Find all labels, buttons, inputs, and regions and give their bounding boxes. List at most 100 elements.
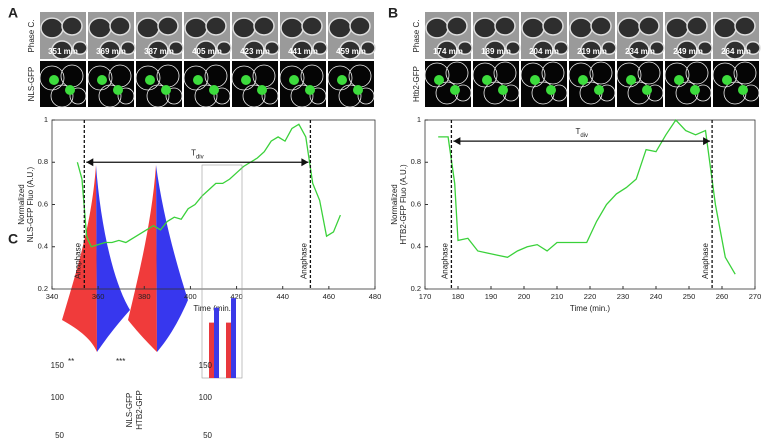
cell <box>339 40 361 60</box>
nucleus <box>434 75 444 85</box>
nucleus <box>594 85 604 95</box>
anaphase-label: Anaphase <box>441 242 450 279</box>
cell-outline <box>541 61 565 85</box>
nucleus <box>482 75 492 85</box>
nucleus <box>65 85 75 95</box>
nucleus <box>530 75 540 85</box>
y-tick-label: 0.8 <box>38 157 48 166</box>
cell <box>713 17 737 39</box>
cell-outline <box>135 65 161 91</box>
cell <box>425 17 449 39</box>
cell <box>521 17 545 39</box>
time-label: 219 min <box>577 47 607 56</box>
cell <box>734 16 756 36</box>
violin-red <box>128 165 157 352</box>
anaphase-label: Anaphase <box>73 242 82 279</box>
cell <box>580 40 602 60</box>
violin-blue <box>156 165 188 352</box>
nucleus <box>722 75 732 85</box>
gfp-image <box>425 61 471 107</box>
y-tick-label: 1 <box>417 115 421 124</box>
x-tick-label: 420 <box>230 292 243 301</box>
gfp-image <box>88 61 134 107</box>
cell <box>532 40 554 60</box>
x-tick-label: 480 <box>369 292 382 301</box>
cell <box>601 40 617 56</box>
bar <box>214 307 219 378</box>
nucleus <box>113 85 123 95</box>
nucleus <box>498 85 508 95</box>
time-label: 189 min <box>481 47 511 56</box>
x-tick-label: 440 <box>276 292 289 301</box>
cell <box>665 17 689 39</box>
cell-outline <box>194 84 218 108</box>
cell <box>349 16 371 36</box>
cell <box>553 40 569 56</box>
gfp-image <box>184 61 230 107</box>
cell <box>676 40 698 60</box>
cell <box>617 17 641 39</box>
cell-outline <box>445 61 469 85</box>
time-label: 249 min <box>673 47 703 56</box>
time-label: 264 min <box>721 47 751 56</box>
y-tick-label: 0.2 <box>38 284 48 293</box>
group-label: NLS-GFP <box>125 393 134 428</box>
stars: *** <box>116 357 125 366</box>
nucleus <box>626 75 636 85</box>
cell-outline <box>146 84 170 108</box>
nucleus <box>241 75 251 85</box>
time-label: 234 min <box>625 47 655 56</box>
bar <box>209 322 214 378</box>
time-label: 405 min <box>192 47 222 56</box>
cell <box>686 16 708 36</box>
cell <box>40 17 64 39</box>
y-tick-label: 0.4 <box>411 242 421 251</box>
cell <box>280 17 304 39</box>
cell <box>590 16 612 36</box>
panel-letter: A <box>8 5 18 21</box>
gfp-image <box>521 61 567 107</box>
cell <box>473 17 497 39</box>
tdiv-subscript: div <box>196 154 204 160</box>
cell <box>484 40 506 60</box>
cell-outline <box>472 62 498 88</box>
cell <box>72 40 88 56</box>
row-label: NLS-GFP <box>27 67 36 102</box>
x-axis-label: Time (min.) <box>193 304 233 313</box>
nucleus <box>289 75 299 85</box>
cell-outline <box>87 65 113 91</box>
cell-outline <box>279 65 305 91</box>
cell <box>168 40 184 56</box>
gfp-image <box>232 61 278 107</box>
tdiv-subscript: div <box>580 133 588 139</box>
x-tick-label: 250 <box>683 292 696 301</box>
time-label: 174 min <box>433 47 463 56</box>
line-series <box>76 123 341 248</box>
cell <box>205 16 227 36</box>
row-label: Phase C. <box>27 20 36 53</box>
x-tick-label: 240 <box>650 292 663 301</box>
x-tick-label: 460 <box>323 292 336 301</box>
cell <box>628 40 650 60</box>
gfp-image <box>328 61 374 107</box>
y-tick-label: 0.2 <box>411 284 421 293</box>
x-tick-label: 180 <box>452 292 465 301</box>
cell <box>697 40 713 56</box>
cell <box>446 16 468 36</box>
cell <box>436 40 458 60</box>
y-tick-label: 0.6 <box>38 199 48 208</box>
y-axis-label: Normalized <box>17 184 26 224</box>
time-label: 369 min <box>96 47 126 56</box>
cell-outline <box>39 65 65 91</box>
cell-outline <box>183 65 209 91</box>
nucleus <box>161 85 171 95</box>
cell-outline <box>213 87 231 105</box>
nucleus <box>578 75 588 85</box>
gfp-image <box>713 61 759 107</box>
cell <box>638 16 660 36</box>
cell <box>542 16 564 36</box>
x-tick-label: 230 <box>617 292 630 301</box>
cell-outline <box>327 65 353 91</box>
nucleus <box>353 85 363 95</box>
time-label: 441 min <box>288 47 318 56</box>
